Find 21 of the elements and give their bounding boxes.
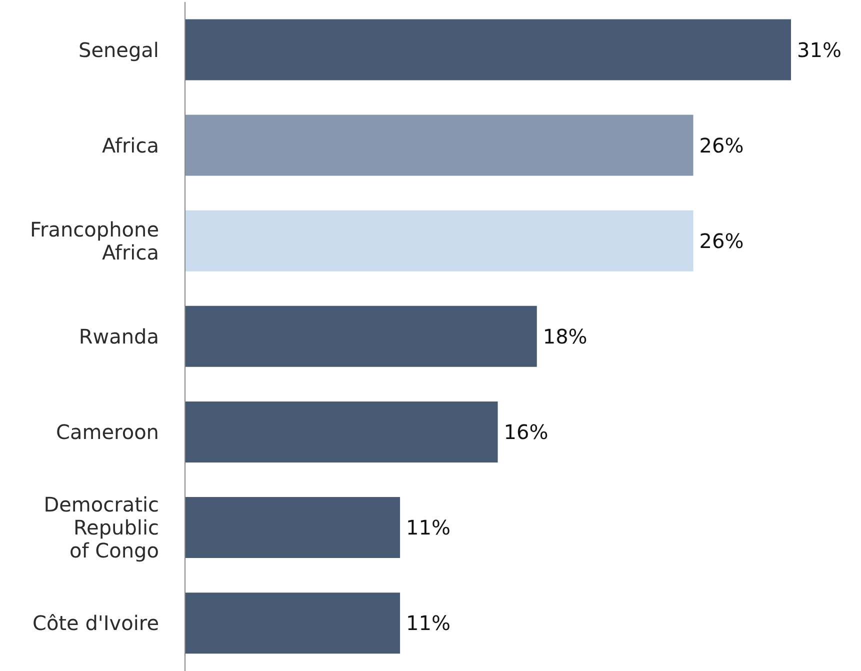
y-tick-label: Cameroon: [56, 420, 159, 444]
bar: [185, 497, 400, 558]
data-label: 11%: [406, 611, 450, 636]
data-label: 31%: [797, 38, 842, 62]
bar: [185, 592, 400, 654]
y-tick-label: Africa: [102, 133, 159, 158]
y-tick-label: Senegal: [78, 38, 159, 62]
y-tick-label: Côte d'Ivoire: [32, 611, 159, 636]
y-tick-label: Francophone Africa: [30, 217, 159, 264]
data-label: 18%: [542, 324, 588, 349]
data-label: 11%: [406, 516, 450, 540]
data-label: 26%: [699, 133, 744, 158]
bar: [185, 210, 694, 272]
bar: [185, 114, 694, 176]
bar: [185, 306, 537, 367]
bar: [185, 19, 791, 80]
data-label: 26%: [699, 228, 744, 253]
bar: [185, 401, 498, 462]
y-tick-label: Democratic Republic of Congo: [44, 492, 159, 563]
data-label: 16%: [504, 420, 548, 444]
y-tick-label: Rwanda: [78, 324, 159, 348]
